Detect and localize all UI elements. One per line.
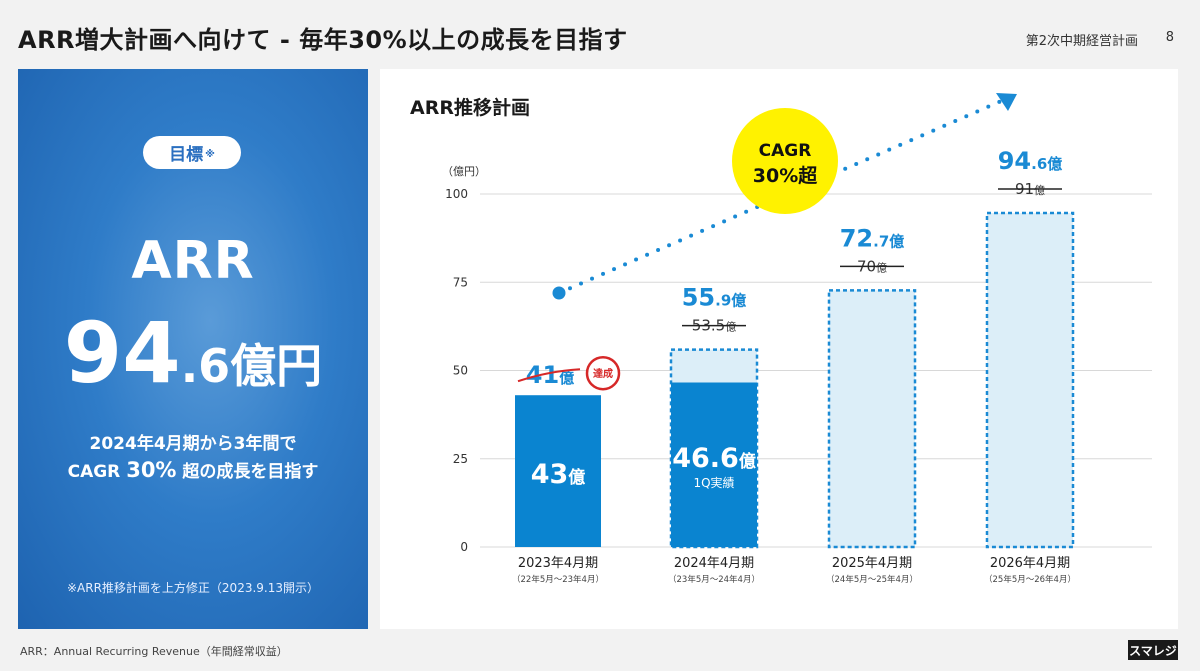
trend-start-dot: [552, 286, 566, 300]
plan-value-number: 72: [840, 224, 873, 252]
actual-bar: [515, 395, 601, 547]
document-label: 第2次中期経営計画: [1025, 34, 1138, 49]
x-category-sublabel: （25年5月〜26年4月）: [984, 574, 1076, 585]
actual-value-unit: 億: [739, 451, 756, 472]
y-tick-label: 100: [445, 187, 468, 201]
plan-value-label: 72.7億: [840, 224, 905, 252]
plan-value-number: 55: [682, 284, 715, 312]
actual-bar: [671, 382, 757, 547]
cagr-suffix: 超: [797, 164, 818, 187]
x-category-sublabel: （22年5月〜23年4月）: [512, 574, 604, 585]
plan-value-number: 94: [998, 147, 1031, 175]
y-tick-label: 50: [453, 364, 468, 378]
previous-plan-unit: 億: [725, 321, 736, 334]
plan-value-unit: .9億: [715, 292, 746, 310]
plan-value-label: 41億: [526, 361, 574, 389]
actual-value-label: 46.6億: [672, 443, 756, 474]
plan-value-label: 94.6億: [998, 147, 1063, 175]
plan-value-unit: .7億: [873, 232, 904, 250]
footer-note: ARR：Annual Recurring Revenue（年間経常収益）: [20, 645, 288, 658]
y-tick-label: 75: [453, 275, 468, 289]
x-category-sublabel: （24年5月〜25年4月）: [826, 574, 918, 585]
x-category-label: 2024年4月期: [674, 556, 754, 571]
actual-value-number: 43: [531, 459, 569, 490]
previous-plan-unit: 億: [1034, 184, 1045, 197]
previous-target-strike: [517, 368, 581, 383]
subtitle-cagr-number: 30%: [126, 458, 177, 482]
achieved-badge-circle: [585, 355, 621, 391]
trend-arrow-head: [996, 93, 1017, 111]
goal-subtitle-line2: CAGR 30% 超の成長を目指す: [18, 457, 368, 482]
actual-value-number: 46.6: [672, 443, 739, 474]
y-tick-label: 25: [453, 452, 468, 466]
goal-label: 目標: [169, 145, 204, 165]
y-tick-label: 0: [460, 540, 468, 554]
arr-value-decimal-unit: .6億円: [180, 339, 323, 393]
revision-note: ※ARR推移計画を上方修正（2023.9.13開示）: [66, 581, 319, 595]
cagr-label-line2: 30%超: [753, 164, 818, 187]
chart-title: ARR推移計画: [410, 97, 530, 119]
x-category-label: 2025年4月期: [832, 556, 912, 571]
y-unit-label: （億円）: [442, 165, 486, 178]
subtitle-cagr-suffix: 超の成長を目指す: [176, 462, 319, 482]
actual-value-label: 43億: [531, 459, 586, 490]
achieved-badge-label: 達成: [593, 367, 613, 380]
x-category-label: 2026年4月期: [990, 556, 1070, 571]
subtitle-cagr-prefix: CAGR: [67, 462, 127, 482]
arr-metric-label: ARR: [131, 231, 255, 291]
plan-value-label: 55.9億: [682, 284, 747, 312]
previous-plan-unit: 億: [876, 261, 887, 274]
arr-value-integer: 94: [63, 304, 181, 402]
chart-panel: ARR推移計画 （億円） 0 25 50 75 100 43億 2023年4月期 （22年5月〜…: [380, 69, 1178, 629]
trend-dotted-line: [557, 97, 1008, 295]
page-number: 8: [1165, 30, 1174, 45]
goal-panel: 目標 ※ ARR 94.6億円 2024年4月期から3年間で CAGR 30% 超…: [18, 69, 368, 629]
arr-bar-chart: （億円）025507510043億2023年4月期（22年5月〜23年4月）41…: [442, 93, 1152, 585]
plan-value-unit: 億: [559, 369, 574, 387]
goal-subtitle-line1: 2024年4月期から3年間で: [89, 434, 297, 454]
arr-target-value: 94.6億円: [18, 304, 368, 402]
x-category-label: 2023年4月期: [518, 556, 598, 571]
plan-bar: [985, 211, 1075, 549]
goal-mark: ※: [205, 149, 215, 160]
actual-value-unit: 億: [568, 467, 585, 488]
cagr-circle: [732, 108, 838, 214]
plan-value-unit: .6億: [1031, 155, 1062, 173]
company-logo: スマレジ: [1128, 640, 1178, 660]
plan-bar: [827, 289, 917, 549]
actual-sub-label: 1Q実績: [693, 475, 734, 490]
goal-pill: 目標 ※: [143, 136, 241, 169]
x-category-sublabel: （23年5月〜24年4月）: [668, 574, 760, 585]
cagr-number: 30%: [753, 165, 798, 187]
page-title: ARR増大計画へ向けて - 毎年30%以上の成長を目指す: [18, 26, 628, 54]
cagr-label-line1: CAGR: [759, 141, 812, 161]
